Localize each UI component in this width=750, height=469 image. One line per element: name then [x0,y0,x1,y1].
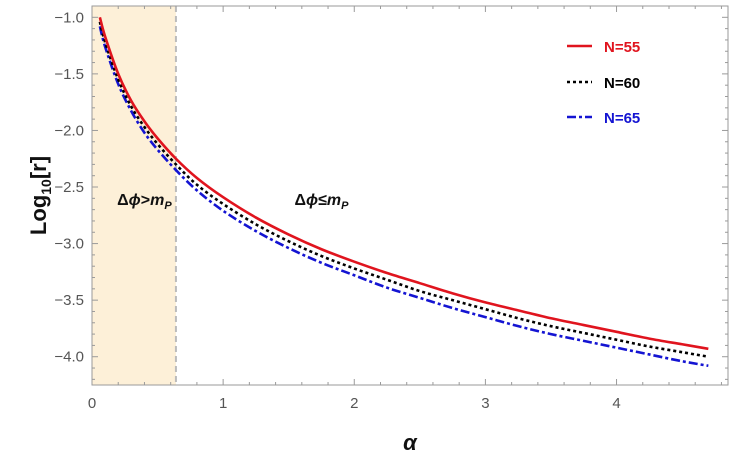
series-lines [98,16,709,368]
y-tick-label: −3.0 [54,236,84,253]
axis-ticks: 0 1 2 3 4 −1.0 −1.5 −2.0 −2.5 −3.0 −3.5 −4.0 [54,5,728,412]
legend-label-n60: N=60 [604,75,640,92]
y-tick-label: −2.5 [54,179,84,196]
x-tick-label: 3 [481,395,489,412]
y-tick-label: −4.0 [54,349,84,366]
y-tick-label: −3.5 [54,292,84,309]
x-tick-label: 4 [612,395,620,412]
series-line-n60 [98,21,709,359]
x-tick-label: 1 [219,395,227,412]
shaded-region [92,6,176,385]
plot-area [91,5,729,386]
annotations: Δϕ>mP Δϕ≤mP [117,192,349,212]
series-line-n65 [98,26,709,368]
x-tick-label: 0 [88,395,96,412]
x-axis-title: α [403,430,418,455]
x-tick-label: 2 [350,395,358,412]
axis-titles: α Log10[r] [26,156,418,455]
legend: N=55 N=60 N=65 [567,39,640,127]
y-tick-label: −2.0 [54,122,84,139]
y-axis-title: Log10[r] [26,156,54,235]
series-line-n55 [98,16,709,351]
legend-label-n65: N=65 [604,110,640,127]
y-tick-label: −1.0 [54,9,84,26]
annotation-sub-planckian: Δϕ≤mP [294,192,349,212]
y-tick-label: −1.5 [54,66,84,83]
plot-frame [91,5,729,386]
annotation-super-planckian: Δϕ>mP [117,192,172,212]
legend-label-n55: N=55 [604,39,640,56]
